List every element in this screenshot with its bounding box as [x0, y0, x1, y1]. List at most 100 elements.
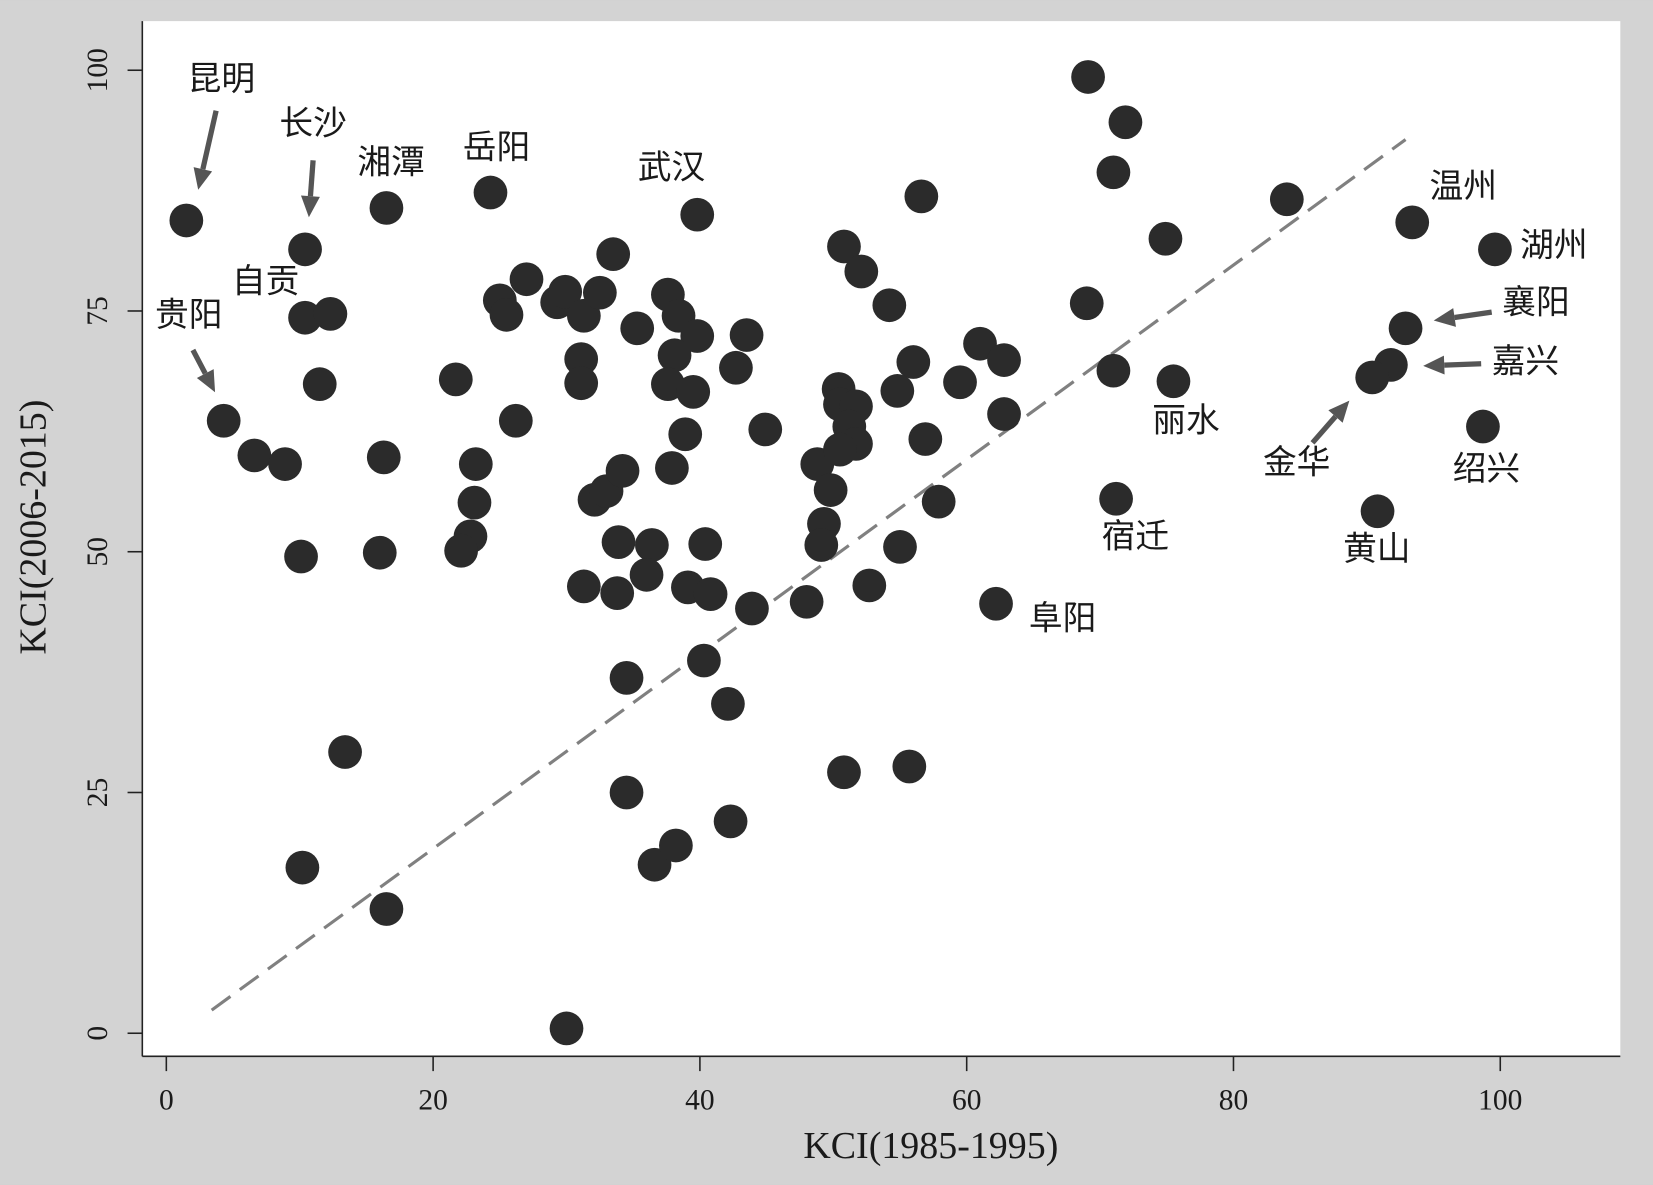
x-tick-label: 100 [1478, 1085, 1522, 1117]
point [268, 447, 302, 481]
point [680, 197, 715, 232]
point [892, 749, 927, 784]
point [206, 403, 241, 438]
point [963, 326, 997, 361]
point [1099, 481, 1133, 516]
arrow-head [1328, 400, 1350, 423]
point [872, 288, 907, 323]
arrow-head [1433, 308, 1456, 327]
point [369, 191, 404, 225]
point [804, 528, 839, 562]
annotation: 黄山 [1343, 530, 1410, 568]
annotation-arrow [307, 160, 316, 197]
point [1148, 221, 1183, 256]
point [620, 311, 655, 346]
point [1096, 155, 1131, 190]
point [883, 530, 917, 564]
point [827, 229, 861, 264]
point [313, 297, 348, 331]
point [549, 1011, 584, 1046]
point [1395, 205, 1430, 240]
point [880, 374, 915, 408]
point [852, 568, 887, 603]
point [288, 300, 322, 335]
point [655, 451, 689, 485]
point [362, 535, 397, 570]
annotation: 昆明 [188, 61, 255, 98]
point [328, 735, 362, 769]
point [458, 447, 493, 481]
point [629, 557, 664, 592]
arrow-head [300, 195, 320, 218]
y-tick-label: 75 [82, 296, 114, 326]
arrow-head [1423, 355, 1445, 375]
annotation: 襄阳 [1502, 283, 1569, 321]
point [657, 338, 692, 373]
y-axis-label: KCI(2006-2015) [13, 400, 55, 655]
arrow-head [193, 167, 213, 190]
annotation-arrow [1454, 309, 1493, 321]
point [169, 203, 204, 238]
point [827, 755, 861, 790]
annotation: 阜阳 [1029, 600, 1096, 638]
point [582, 275, 617, 310]
point [979, 586, 1013, 621]
point [601, 525, 636, 559]
point [564, 342, 599, 377]
point [844, 254, 879, 289]
point [635, 528, 669, 562]
point [813, 473, 848, 507]
point [789, 584, 824, 619]
point [987, 397, 1021, 431]
point [1096, 353, 1131, 388]
point [987, 343, 1021, 377]
x-tick-label: 60 [952, 1085, 981, 1117]
arrow-head [196, 369, 216, 393]
point [1156, 364, 1191, 399]
point [1069, 286, 1104, 321]
point [609, 661, 644, 695]
annotation: 温州 [1430, 169, 1497, 206]
point [908, 422, 943, 456]
point [896, 345, 931, 379]
point [548, 274, 583, 309]
point [564, 366, 599, 401]
x-tick-label: 80 [1219, 1085, 1248, 1117]
point [729, 318, 764, 352]
annotation: 湘潭 [357, 144, 424, 181]
point [237, 438, 272, 473]
point [284, 539, 318, 574]
point [609, 775, 644, 810]
annotation: 岳阳 [463, 130, 530, 167]
point [687, 643, 721, 678]
annotation: 丽水 [1152, 403, 1219, 440]
point [719, 350, 753, 385]
point [680, 319, 715, 353]
y-tick-label: 0 [82, 1026, 114, 1041]
point [1269, 182, 1304, 217]
point [735, 591, 769, 626]
point [676, 375, 711, 409]
point [1388, 311, 1423, 346]
y-tick-label: 50 [82, 537, 114, 566]
point [659, 828, 693, 863]
point [651, 367, 685, 402]
point [1360, 494, 1395, 529]
point [668, 417, 703, 452]
point [1478, 232, 1512, 267]
point [444, 533, 478, 568]
annotation: 金华 [1263, 444, 1330, 482]
point [489, 297, 524, 332]
point [509, 262, 544, 297]
point [288, 232, 322, 267]
point [1108, 105, 1143, 140]
annotation-arrow [200, 110, 219, 170]
point [713, 804, 748, 839]
x-tick-label: 40 [685, 1085, 714, 1117]
annotation-arrow [1310, 414, 1338, 445]
annotation: 贵阳 [155, 296, 222, 334]
annotation: 绍兴 [1453, 451, 1520, 488]
annotation-arrow [1444, 361, 1482, 368]
